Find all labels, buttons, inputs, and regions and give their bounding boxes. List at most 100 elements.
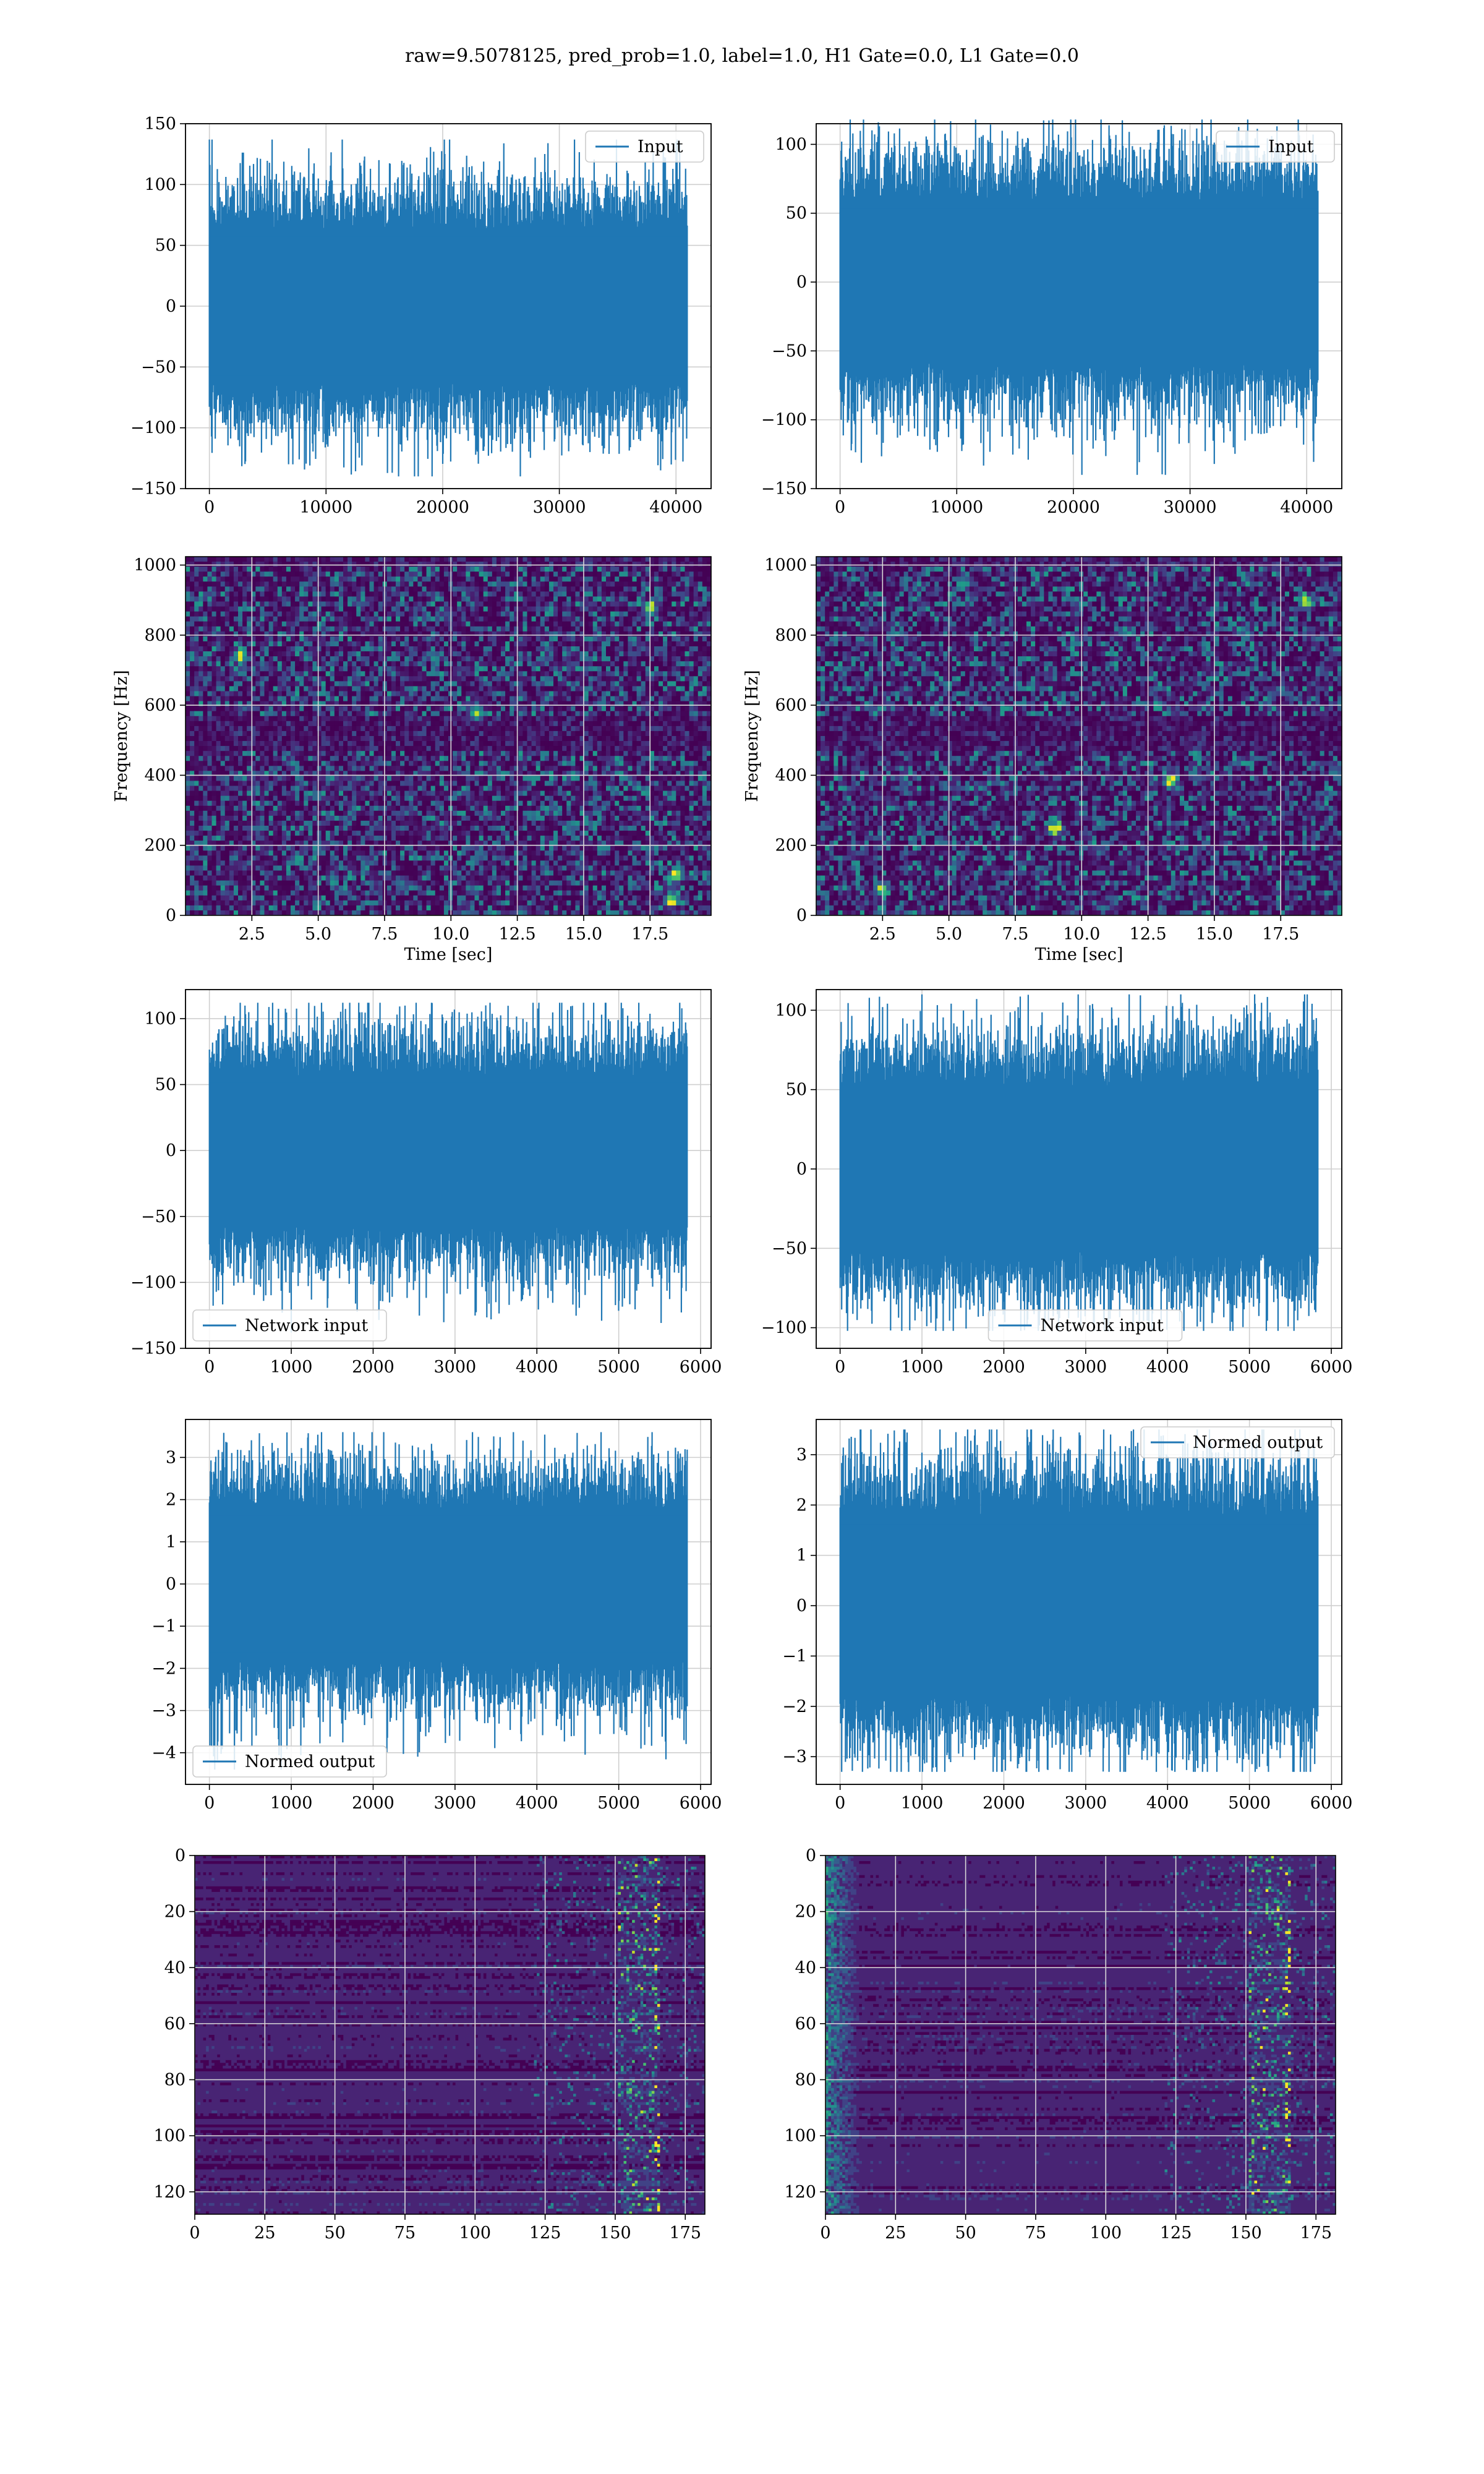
y-tick-label: 800: [775, 626, 807, 645]
x-tick-label: 3000: [433, 1358, 476, 1377]
y-tick-label: −100: [761, 411, 807, 430]
y-tick-label: 2: [166, 1491, 176, 1510]
y-tick-label: 2: [796, 1496, 807, 1515]
legend: Input: [1216, 131, 1334, 162]
y-tick-label: 40: [795, 1958, 816, 1977]
y-tick-label: −2: [782, 1697, 807, 1716]
x-tick-label: 100: [1090, 2224, 1122, 2243]
x-tick-label: 1000: [270, 1794, 313, 1813]
x-tick-label: 2000: [352, 1794, 394, 1813]
heatmap-cells: [195, 1856, 706, 2215]
x-tick-label: 5000: [597, 1794, 640, 1813]
x-tick-label: 15.0: [565, 925, 602, 944]
x-axis-label: Time [sec]: [1035, 945, 1124, 964]
x-tick-label: 4000: [516, 1794, 558, 1813]
x-tick-label: 7.5: [1002, 925, 1028, 944]
y-tick-label: 600: [144, 696, 176, 715]
y-tick-label: −150: [130, 479, 176, 499]
legend-label: Normed output: [1193, 1433, 1323, 1452]
y-tick-label: −1: [151, 1617, 176, 1636]
y-tick-label: 100: [775, 1001, 807, 1020]
y-tick-label: 0: [166, 1575, 176, 1594]
x-tick-label: 1000: [270, 1358, 313, 1377]
x-tick-label: 175: [669, 2224, 701, 2243]
x-tick-label: 2000: [983, 1358, 1025, 1377]
x-tick-label: 3000: [433, 1794, 476, 1813]
y-tick-label: 60: [795, 2014, 816, 2034]
chart-h1-spectrogram: 2.5 5.0 7.5 10.0 12.5 15.0 17.5020040060080010…: [112, 556, 712, 964]
x-tick-label: 0: [835, 1358, 845, 1377]
x-tick-label: 10000: [930, 498, 983, 517]
y-tick-label: 0: [166, 297, 176, 316]
heatmap-cells: [825, 1856, 1336, 2215]
x-tick-label: 2.5: [239, 925, 265, 944]
y-tick-label: 50: [786, 1081, 807, 1100]
y-tick-label: −150: [130, 1339, 176, 1358]
series-core-band: [210, 1516, 688, 1652]
x-tick-label: 5000: [1228, 1794, 1271, 1813]
legend-label: Input: [1268, 137, 1314, 156]
x-tick-label: 0: [835, 498, 845, 517]
x-tick-label: 6000: [1310, 1358, 1353, 1377]
y-tick-label: 1: [796, 1546, 807, 1565]
x-tick-label: 2000: [983, 1794, 1025, 1813]
x-tick-label: 17.5: [631, 925, 668, 944]
series-core-band: [840, 1094, 1318, 1244]
y-tick-label: 0: [166, 906, 176, 925]
x-tick-label: 10.0: [1063, 925, 1100, 944]
y-tick-label: 40: [164, 1958, 186, 1977]
x-tick-label: 150: [599, 2224, 631, 2243]
x-tick-label: 100: [459, 2224, 492, 2243]
x-tick-label: 4000: [1146, 1358, 1189, 1377]
y-tick-label: 800: [144, 626, 176, 645]
y-tick-label: −100: [130, 1273, 176, 1292]
y-tick-label: 1000: [764, 556, 807, 575]
heatmap-cells: [816, 557, 1342, 916]
x-tick-label: 75: [1025, 2224, 1046, 2243]
x-tick-label: 175: [1300, 2224, 1332, 2243]
y-tick-label: 0: [796, 906, 807, 925]
y-tick-label: 120: [784, 2183, 816, 2202]
heatmap-cells: [186, 557, 712, 916]
y-tick-label: 100: [784, 2126, 816, 2146]
x-tick-label: 7.5: [371, 925, 398, 944]
x-tick-label: 125: [1160, 2224, 1192, 2243]
y-tick-label: 50: [155, 236, 176, 255]
x-tick-label: 40000: [649, 498, 702, 517]
y-tick-label: 80: [164, 2071, 186, 2090]
x-tick-label: 5.0: [936, 925, 962, 944]
y-tick-label: 600: [775, 696, 807, 715]
y-tick-label: 120: [153, 2183, 186, 2202]
y-tick-label: 400: [775, 766, 807, 785]
series-core-band: [210, 1083, 688, 1218]
y-tick-label: 60: [164, 2014, 186, 2034]
y-axis-label: Frequency [Hz]: [112, 670, 131, 802]
x-tick-label: 125: [529, 2224, 561, 2243]
x-tick-label: 1000: [901, 1358, 944, 1377]
legend-label: Network input: [1041, 1316, 1164, 1335]
x-tick-label: 10.0: [432, 925, 469, 944]
x-tick-label: 2000: [352, 1358, 394, 1377]
y-tick-label: 50: [786, 204, 807, 223]
x-tick-label: 150: [1230, 2224, 1262, 2243]
y-tick-label: −100: [761, 1319, 807, 1338]
figure-title: raw=9.5078125, pred_prob=1.0, label=1.0,…: [405, 45, 1079, 67]
x-tick-label: 17.5: [1262, 925, 1299, 944]
y-tick-label: 400: [144, 766, 176, 785]
x-tick-label: 0: [835, 1794, 845, 1813]
legend: Input: [586, 131, 704, 162]
y-tick-label: 100: [144, 175, 176, 194]
x-tick-label: 15.0: [1196, 925, 1233, 944]
x-tick-label: 5000: [1228, 1358, 1271, 1377]
x-tick-label: 50: [955, 2224, 976, 2243]
series-core-band: [840, 1525, 1318, 1687]
legend: Normed output: [1141, 1427, 1334, 1458]
x-tick-label: 6000: [680, 1794, 722, 1813]
x-tick-label: 20000: [416, 498, 469, 517]
y-tick-label: −3: [151, 1701, 176, 1721]
y-tick-label: −150: [761, 479, 807, 499]
x-tick-label: 4000: [1146, 1794, 1189, 1813]
